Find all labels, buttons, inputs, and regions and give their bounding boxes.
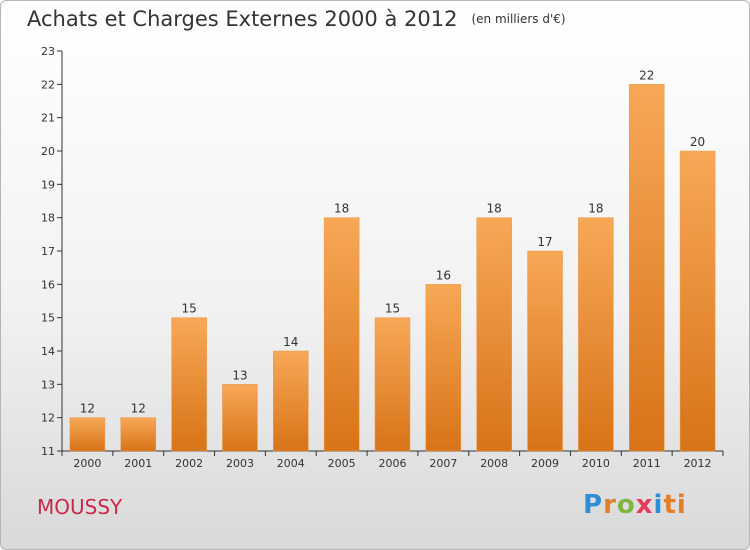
commune-name: MOUSSY	[37, 495, 123, 519]
bar-value-label: 15	[385, 302, 400, 316]
bar-value-label: 16	[436, 268, 451, 282]
bar-value-label: 15	[181, 302, 196, 316]
proxiti-logo: Proxiti	[583, 490, 687, 520]
bar	[628, 84, 665, 452]
x-tick-label: 2002	[175, 457, 203, 470]
bar	[69, 417, 106, 452]
x-tick-label: 2003	[226, 457, 254, 470]
bar-value-label: 13	[232, 368, 247, 382]
bar-value-label: 18	[334, 202, 349, 216]
y-tick-label: 22	[41, 78, 55, 91]
chart-title: Achats et Charges Externes 2000 à 2012 (e…	[27, 7, 566, 31]
bar	[120, 417, 157, 452]
x-tick-label: 2001	[124, 457, 152, 470]
y-tick-label: 11	[41, 445, 55, 458]
bar	[679, 150, 716, 452]
x-tick-label: 2009	[531, 457, 559, 470]
x-tick-label: 2008	[480, 457, 508, 470]
bar-value-label: 18	[487, 202, 502, 216]
bar	[171, 317, 207, 452]
y-tick-label: 12	[41, 412, 55, 425]
y-tick-label: 18	[41, 212, 55, 225]
bar-value-label: 18	[588, 202, 603, 216]
bar-value-label: 20	[690, 135, 705, 149]
y-tick-label: 17	[41, 245, 55, 258]
x-tick-label: 2004	[277, 457, 305, 470]
bar	[578, 217, 614, 452]
bar-value-label: 12	[80, 402, 95, 416]
bar-value-label: 17	[537, 235, 552, 249]
y-tick-label: 15	[41, 312, 55, 325]
bar	[323, 217, 360, 452]
y-tick-label: 19	[41, 178, 55, 191]
y-tick-label: 21	[41, 112, 55, 125]
chart-unit: (en milliers d'€)	[471, 12, 566, 26]
chart-title-text: Achats et Charges Externes 2000 à 2012	[27, 7, 458, 31]
y-tick-label: 13	[41, 378, 55, 391]
bar	[222, 384, 258, 452]
x-tick-label: 2012	[684, 457, 712, 470]
bar-value-label: 12	[131, 402, 146, 416]
x-tick-label: 2000	[73, 457, 101, 470]
bar-value-label: 22	[639, 68, 654, 82]
x-tick-label: 2007	[429, 457, 457, 470]
bar	[374, 317, 411, 452]
x-tick-label: 2006	[379, 457, 407, 470]
bar	[273, 350, 309, 452]
x-tick-label: 2011	[633, 457, 661, 470]
bar	[527, 250, 563, 452]
x-tick-label: 2010	[582, 457, 610, 470]
bar	[476, 217, 512, 452]
y-tick-label: 23	[41, 45, 55, 58]
x-tick-label: 2005	[328, 457, 356, 470]
y-tick-label: 14	[41, 345, 55, 358]
bar	[425, 284, 462, 452]
y-tick-label: 20	[41, 145, 55, 158]
bar-value-label: 14	[283, 335, 298, 349]
y-tick-label: 16	[41, 278, 55, 291]
